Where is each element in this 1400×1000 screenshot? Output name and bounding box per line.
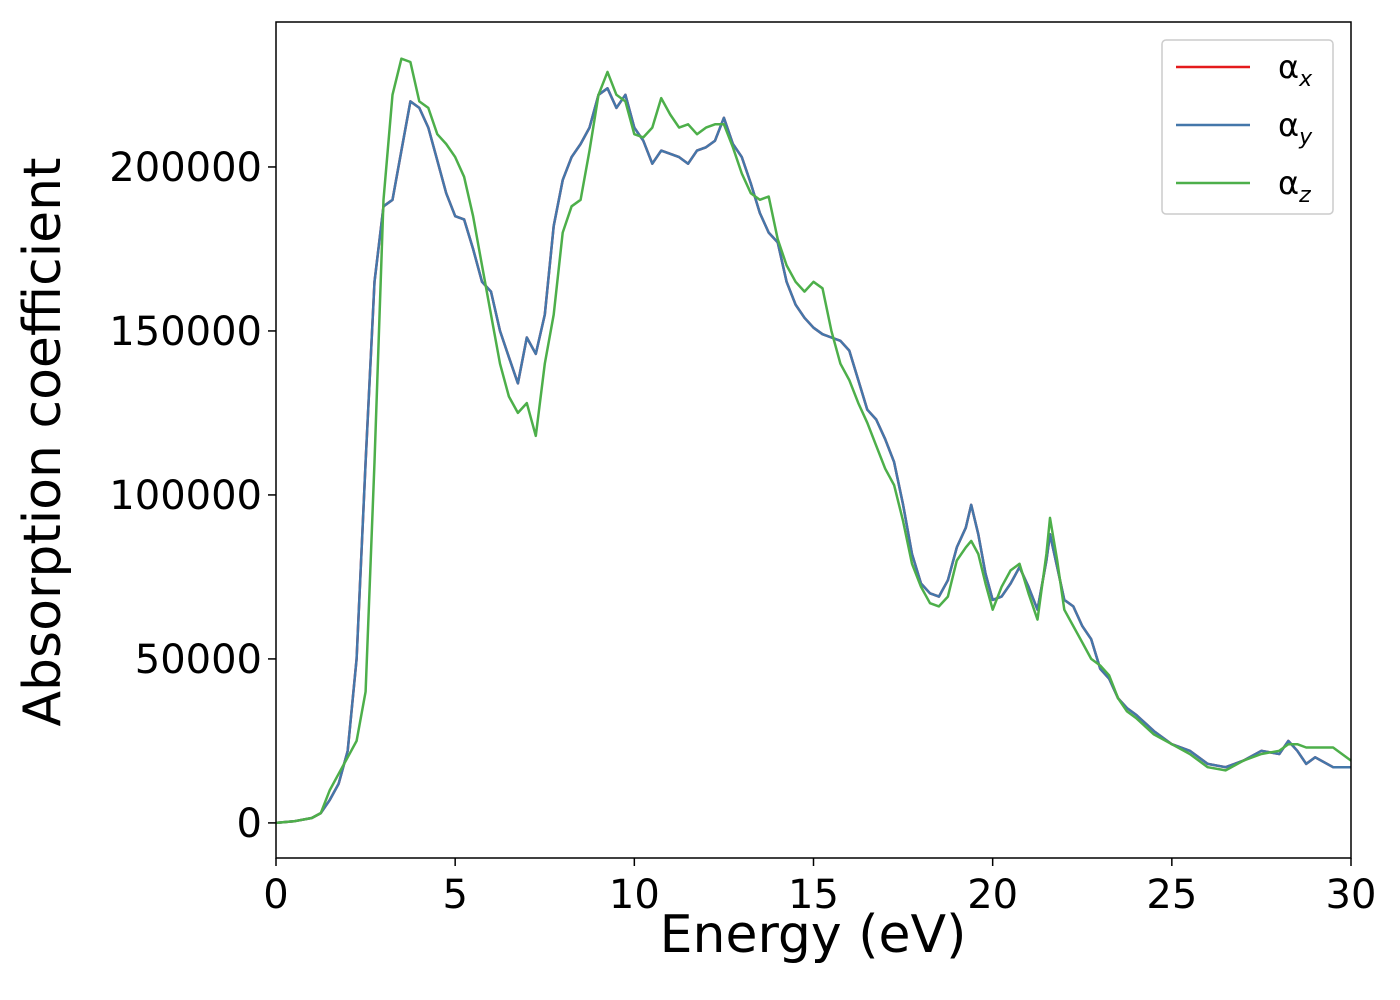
x-tick-label: 5 bbox=[442, 872, 467, 918]
data-line bbox=[275, 87, 1351, 825]
y-axis-label: Absorption coefficient bbox=[13, 157, 73, 726]
legend-box bbox=[1161, 39, 1334, 215]
y-tick-label: 50000 bbox=[135, 637, 262, 683]
x-tick-label: 10 bbox=[609, 872, 660, 918]
y-tick-label: 0 bbox=[237, 801, 262, 847]
y-tick-label: 150000 bbox=[109, 309, 262, 355]
plot-frame bbox=[275, 21, 1352, 859]
x-tick-label: 0 bbox=[263, 872, 288, 918]
x-tick-label: 25 bbox=[1146, 872, 1197, 918]
x-tick-label: 15 bbox=[788, 872, 839, 918]
data-line bbox=[275, 57, 1352, 825]
legend-label: αx bbox=[1278, 48, 1313, 92]
legend-label: αy bbox=[1278, 106, 1313, 150]
legend-label: αz bbox=[1278, 164, 1311, 208]
y-tick-label: 100000 bbox=[109, 473, 262, 519]
x-axis-label: Energy (eV) bbox=[660, 905, 967, 965]
x-tick-label: 30 bbox=[1326, 872, 1377, 918]
x-tick-label: 20 bbox=[967, 872, 1018, 918]
y-tick-label: 200000 bbox=[109, 145, 262, 191]
